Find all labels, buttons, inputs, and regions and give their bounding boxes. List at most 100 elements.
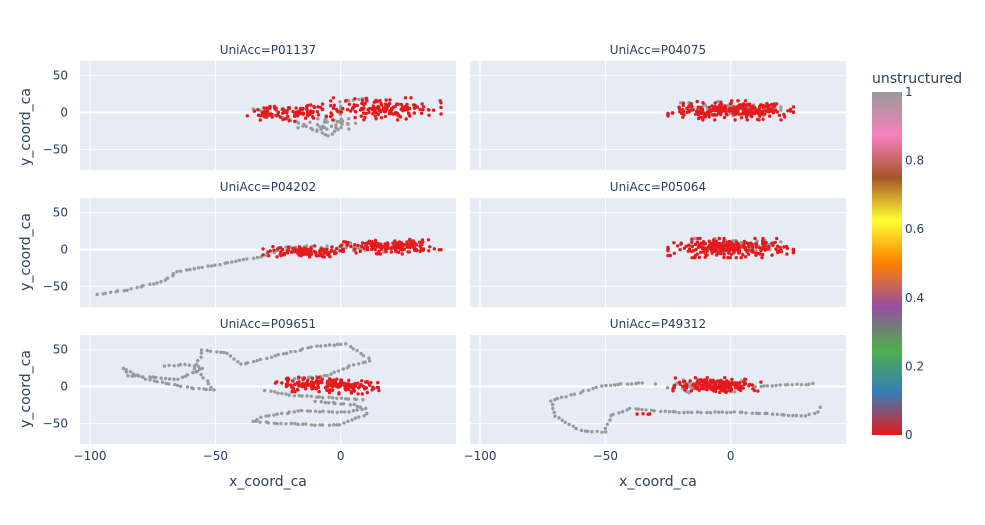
structured-point <box>384 105 388 110</box>
structured-point <box>306 113 310 118</box>
x-tick-label: −50 <box>203 449 228 463</box>
structured-point <box>396 118 400 122</box>
unstructured-point <box>786 413 791 418</box>
unstructured-point <box>301 422 305 426</box>
unstructured-point <box>176 377 180 381</box>
structured-point <box>725 113 729 117</box>
structured-point <box>713 246 718 250</box>
unstructured-point <box>355 408 359 412</box>
unstructured-point <box>296 409 300 413</box>
structured-point <box>722 385 726 389</box>
structured-point <box>697 243 701 247</box>
unstructured-point <box>135 373 140 377</box>
unstructured-point <box>192 267 196 271</box>
structured-point <box>705 388 709 392</box>
structured-point <box>706 246 711 250</box>
structured-point <box>345 243 349 247</box>
structured-point <box>314 253 318 258</box>
unstructured-point <box>770 384 774 388</box>
unstructured-point <box>699 410 703 415</box>
structured-point <box>329 114 333 119</box>
unstructured-point <box>332 129 337 134</box>
unstructured-point <box>611 412 615 416</box>
structured-point <box>329 111 333 115</box>
structured-point <box>695 240 699 244</box>
unstructured-point <box>557 416 561 420</box>
structured-point <box>419 111 424 116</box>
unstructured-point <box>218 263 222 267</box>
unstructured-point <box>351 347 355 351</box>
unstructured-point <box>308 409 312 413</box>
structured-point <box>751 387 755 391</box>
unstructured-point <box>355 348 359 353</box>
unstructured-point <box>148 375 152 379</box>
unstructured-point <box>695 410 700 414</box>
structured-point <box>346 240 350 245</box>
unstructured-point <box>309 394 314 398</box>
structured-point <box>341 247 345 251</box>
unstructured-point <box>296 121 301 125</box>
structured-point <box>788 107 793 112</box>
structured-point <box>737 251 742 255</box>
structured-point <box>391 105 396 110</box>
structured-point <box>718 386 722 390</box>
unstructured-point <box>325 127 329 131</box>
unstructured-point <box>296 422 300 427</box>
unstructured-point <box>103 291 108 295</box>
unstructured-point <box>327 423 332 427</box>
structured-point <box>299 254 303 258</box>
unstructured-point <box>183 362 187 367</box>
structured-point <box>349 391 354 395</box>
structured-point <box>265 111 269 115</box>
unstructured-point <box>799 414 803 418</box>
structured-point <box>683 379 687 384</box>
structured-point <box>291 386 295 391</box>
structured-point <box>702 381 706 385</box>
unstructured-point <box>334 123 338 127</box>
unstructured-point <box>251 419 255 424</box>
structured-point <box>698 250 703 254</box>
structured-point <box>256 108 260 112</box>
structured-point <box>777 113 782 118</box>
structured-point <box>743 247 748 252</box>
unstructured-point <box>284 392 288 396</box>
structured-point <box>412 111 416 115</box>
structured-point <box>734 240 739 244</box>
structured-point <box>729 101 733 106</box>
unstructured-point <box>131 372 136 376</box>
structured-point <box>293 114 297 118</box>
structured-point <box>360 241 365 245</box>
structured-point <box>734 256 738 260</box>
unstructured-point <box>280 391 284 396</box>
structured-point <box>432 247 436 251</box>
structured-point <box>271 245 275 249</box>
structured-point <box>712 241 716 246</box>
unstructured-point <box>143 377 148 381</box>
structured-point <box>764 109 768 113</box>
unstructured-point <box>300 347 304 351</box>
structured-point <box>353 109 357 114</box>
x-axis-title-right: x_coord_ca <box>619 474 697 490</box>
structured-point <box>303 246 307 250</box>
unstructured-point <box>258 357 263 362</box>
unstructured-point <box>204 387 208 392</box>
unstructured-point <box>210 264 214 268</box>
structured-point <box>690 237 694 241</box>
structured-point <box>672 251 676 255</box>
unstructured-point <box>574 426 578 431</box>
unstructured-point <box>289 421 293 426</box>
structured-point <box>748 382 752 387</box>
structured-point <box>710 251 714 255</box>
structured-point <box>400 252 404 256</box>
unstructured-point <box>122 289 127 293</box>
unstructured-point <box>159 376 163 380</box>
structured-point <box>730 99 734 103</box>
structured-point <box>405 242 409 246</box>
structured-point <box>354 251 358 255</box>
structured-point <box>315 376 320 380</box>
unstructured-point <box>276 391 280 395</box>
structured-point <box>261 253 265 257</box>
facet-panels: UniAcc=P01137 UniAcc=P04075 UniAcc=P04202 U… <box>80 43 846 444</box>
unstructured-point <box>335 127 339 131</box>
unstructured-point <box>608 418 612 422</box>
